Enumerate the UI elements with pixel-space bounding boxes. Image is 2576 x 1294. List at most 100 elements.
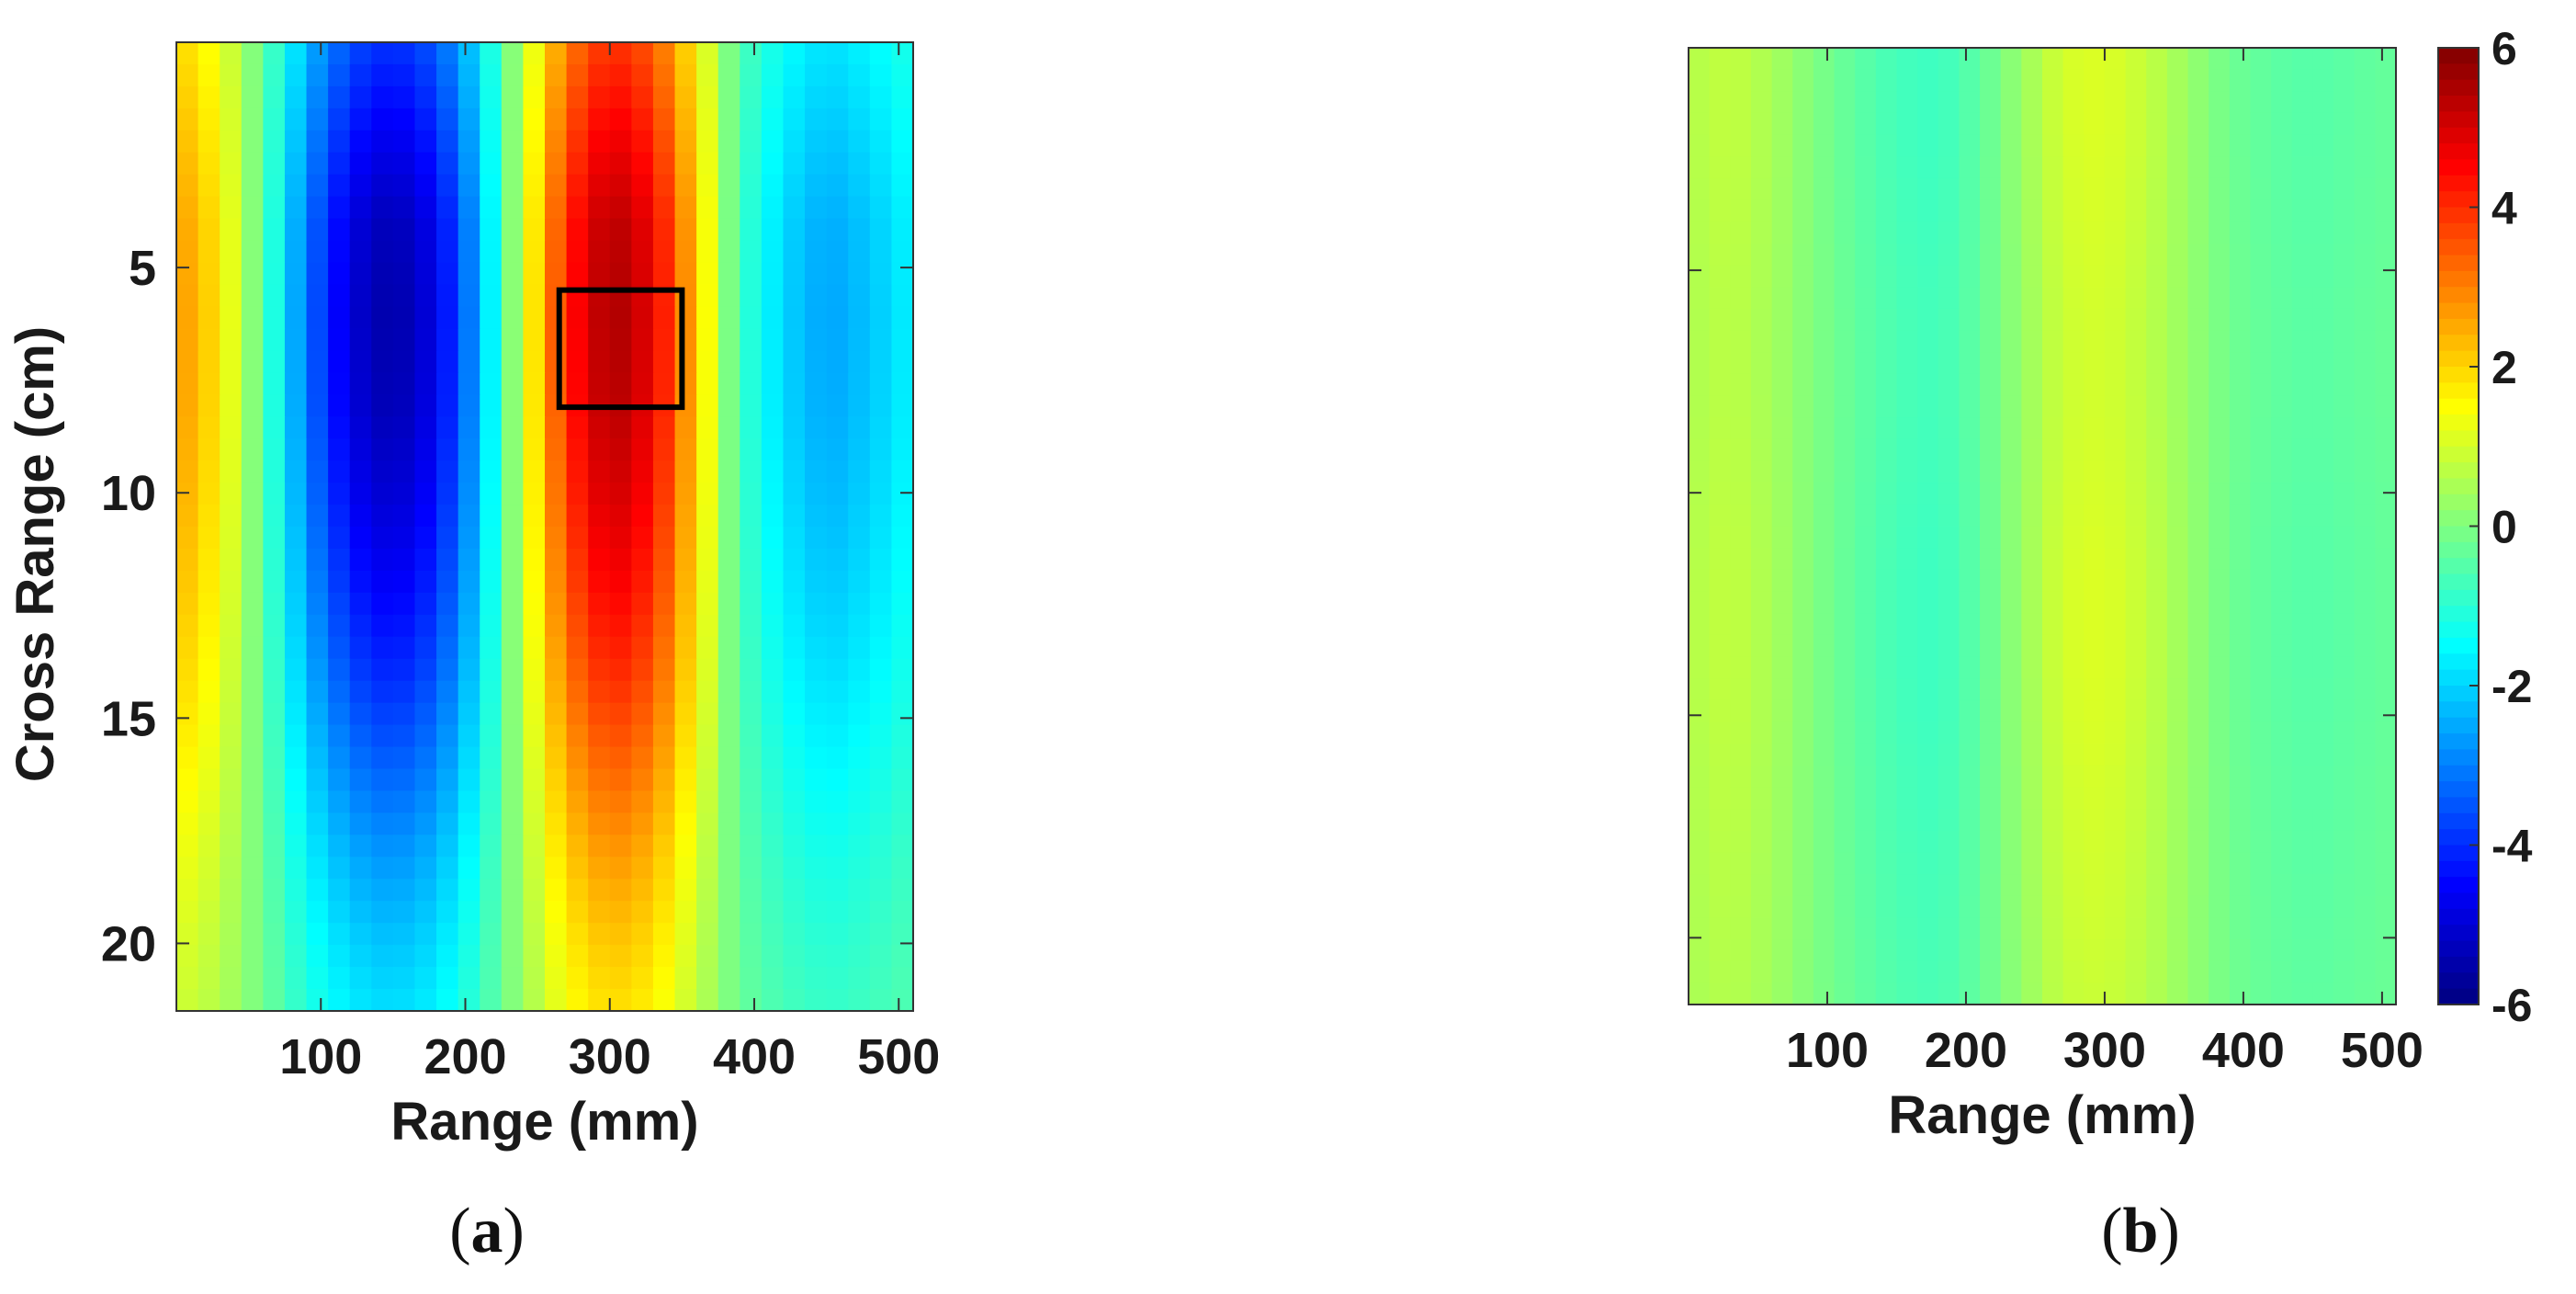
heatmap-cell <box>2229 177 2252 201</box>
heatmap-cell <box>761 879 785 902</box>
heatmap-cell <box>848 592 871 616</box>
heatmap-cell <box>241 108 264 131</box>
heatmap-cell <box>1792 656 1814 679</box>
highlight-box <box>556 287 685 411</box>
heatmap-cell <box>1855 721 1877 744</box>
heatmap-cell <box>414 768 437 792</box>
heatmap-cell <box>1771 112 1793 136</box>
heatmap-cell <box>349 945 372 968</box>
heatmap-cell <box>1834 699 1856 723</box>
heatmap-cell <box>2000 809 2022 832</box>
x-tick-label: 300 <box>2063 1023 2146 1078</box>
heatmap-cell <box>349 680 372 704</box>
heatmap-cell <box>2104 373 2127 397</box>
heatmap-cell <box>1750 548 1773 571</box>
heatmap-cell <box>740 989 763 1012</box>
heatmap-cell <box>674 658 697 682</box>
heatmap-cell <box>284 240 308 264</box>
heatmap-cell <box>2021 678 2043 701</box>
colorbar-segment <box>2438 430 2479 448</box>
heatmap-cell <box>717 879 740 902</box>
heatmap-cell <box>2125 699 2147 723</box>
heatmap-cell <box>2125 91 2147 114</box>
heatmap-cell <box>1896 112 1918 136</box>
heatmap-cell <box>1709 787 1731 810</box>
heatmap-cell <box>848 416 871 439</box>
heatmap-cell <box>2021 460 2043 483</box>
heatmap-cell <box>2209 895 2231 918</box>
heatmap-cell <box>2291 221 2314 244</box>
heatmap-cell <box>1896 417 1918 440</box>
heatmap-cell <box>2312 460 2334 483</box>
heatmap-cell <box>2229 199 2252 222</box>
heatmap-cell <box>2291 721 2314 744</box>
heatmap-cell <box>566 945 589 968</box>
heatmap-cell <box>2354 69 2376 92</box>
heatmap-cell <box>1771 243 1793 267</box>
heatmap-cell <box>1771 917 1793 940</box>
heatmap-cell <box>349 702 372 726</box>
heatmap-cell <box>2229 678 2252 701</box>
heatmap-cell <box>2104 982 2127 1005</box>
heatmap-cell <box>2125 634 2147 658</box>
heatmap-cell <box>2104 960 2127 983</box>
heatmap-cell <box>241 174 264 198</box>
heatmap-cell <box>263 63 286 87</box>
heatmap-cell <box>1938 809 1960 832</box>
heatmap-cell <box>566 262 589 286</box>
heatmap-cell <box>328 724 351 748</box>
heatmap-cell <box>501 923 525 946</box>
heatmap-cell <box>674 416 697 439</box>
heatmap-cell <box>848 284 871 308</box>
heatmap-cell <box>2291 265 2314 288</box>
heatmap-cell <box>306 350 329 373</box>
heatmap-cell <box>1938 460 1960 483</box>
heatmap-cell <box>2375 917 2397 940</box>
heatmap-cell <box>198 130 220 153</box>
heatmap-cell <box>2312 809 2334 832</box>
heatmap-cell <box>501 680 525 704</box>
heatmap-cell <box>2125 830 2147 853</box>
heatmap-cell <box>1959 112 1981 136</box>
heatmap-cell <box>652 746 676 770</box>
heatmap-cell <box>349 592 372 616</box>
heatmap-cell <box>220 372 243 395</box>
heatmap-cell <box>220 658 243 682</box>
heatmap-cell <box>848 460 871 483</box>
heatmap-cell <box>2333 982 2356 1005</box>
heatmap-cell <box>652 680 676 704</box>
heatmap-cell <box>1875 895 1898 918</box>
colorbar-segment <box>2438 717 2479 734</box>
heatmap-cell <box>2062 395 2085 418</box>
heatmap-cell <box>2333 482 2356 505</box>
heatmap-cell <box>2021 243 2043 267</box>
heatmap-cell <box>241 724 264 748</box>
heatmap-cell <box>284 482 308 505</box>
heatmap-cell <box>436 240 459 264</box>
heatmap-cell <box>588 812 611 835</box>
heatmap-cell <box>2187 548 2209 571</box>
heatmap-cell <box>306 42 329 65</box>
heatmap-cell <box>349 614 372 638</box>
heatmap-cell <box>371 548 394 572</box>
heatmap-cell <box>458 746 480 770</box>
heatmap-cell <box>2354 112 2376 136</box>
heatmap-cell <box>1959 699 1981 723</box>
heatmap-cell <box>1771 634 1793 658</box>
heatmap-cell <box>696 284 719 308</box>
heatmap-cell <box>826 372 849 395</box>
heatmap-cell <box>761 460 785 483</box>
heatmap-cell <box>480 394 503 417</box>
heatmap-cell <box>523 527 546 550</box>
heatmap-cell <box>523 768 546 792</box>
heatmap-cell <box>1689 134 1711 157</box>
heatmap-cell <box>1750 591 1773 614</box>
heatmap-cell <box>1896 787 1918 810</box>
heatmap-cell <box>1834 656 1856 679</box>
y-axis-title: Cross Range (cm) <box>6 326 65 782</box>
heatmap-cell <box>2187 982 2209 1005</box>
heatmap-cell <box>2375 373 2397 397</box>
heatmap-cell <box>631 945 654 968</box>
heatmap-cell <box>2062 460 2085 483</box>
heatmap-cell <box>2291 809 2314 832</box>
